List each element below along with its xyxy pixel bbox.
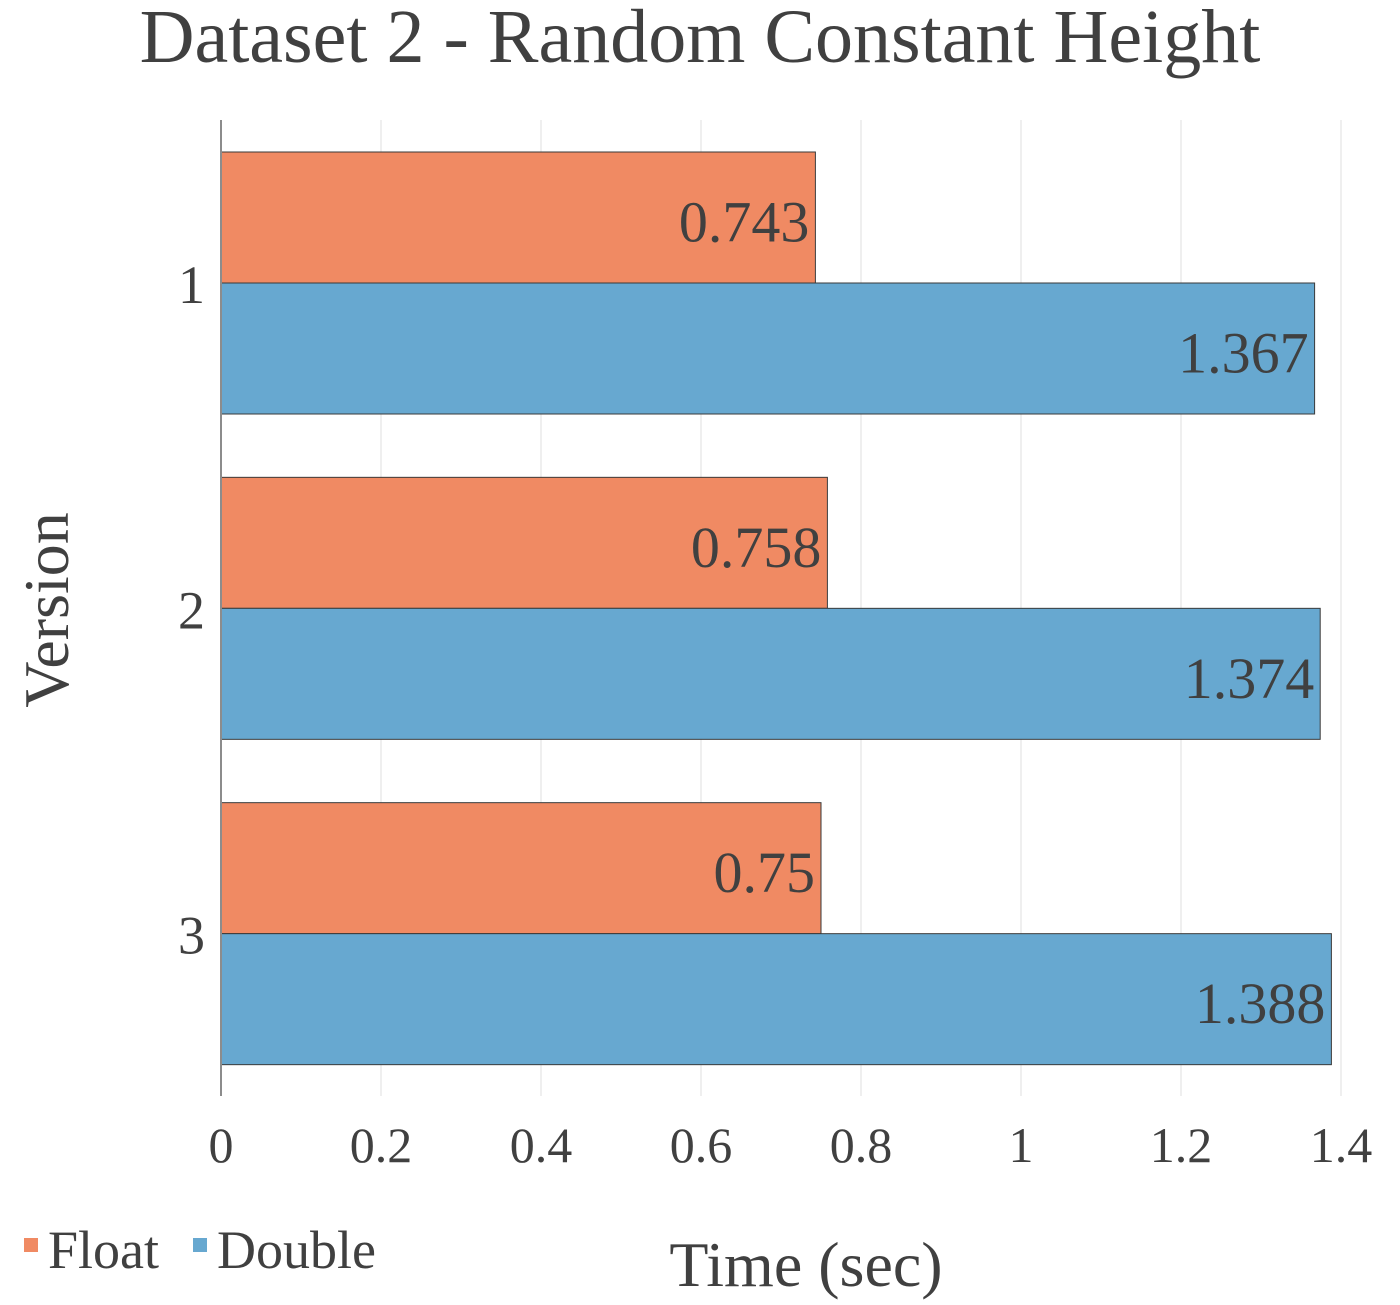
data-label-double-3: 1.388 [1195,971,1326,1036]
x-axis-ticks: 0 0.2 0.4 0.6 0.8 1 1.2 1.4 [209,1117,1373,1173]
legend-label-float: Float [48,1220,159,1280]
x-tick-label-1: 0.2 [350,1117,413,1173]
bar-float-2 [220,476,828,609]
x-tick-label-5: 1 [1009,1117,1034,1173]
legend-swatch-double [193,1238,207,1252]
legend-swatch-float [24,1238,38,1252]
data-label-float-3: 0.75 [714,840,816,905]
y-axis: 1 2 3 [178,120,222,1096]
bar-double-1 [220,282,1316,415]
y-tick-label-1: 1 [178,255,205,315]
legend: Float Double [24,1220,376,1280]
x-tick-label-2: 0.4 [510,1117,573,1173]
bars [220,151,1332,1066]
data-label-float-1: 0.743 [679,190,810,255]
data-label-double-1: 1.367 [1178,321,1309,386]
data-label-float-2: 0.758 [691,515,822,580]
legend-label-double: Double [217,1220,376,1280]
chart-title: Dataset 2 - Random Constant Height [140,0,1261,79]
x-tick-label-0: 0 [209,1117,234,1173]
y-tick-label-2: 2 [178,580,205,640]
x-tick-label-6: 1.2 [1150,1117,1213,1173]
y-axis-title: Version [11,512,82,708]
bar-double-3 [220,933,1332,1066]
data-label-double-2: 1.374 [1184,646,1315,711]
bar-float-3 [220,802,822,935]
x-axis-title: Time (sec) [669,1229,942,1300]
bar-double-2 [220,607,1321,740]
x-tick-label-4: 0.8 [830,1117,893,1173]
y-tick-label-3: 3 [178,906,205,966]
data-labels: 0.743 1.367 0.758 1.374 0.75 1.388 [679,190,1326,1037]
x-tick-label-7: 1.4 [1310,1117,1373,1173]
x-tick-label-3: 0.6 [670,1117,733,1173]
